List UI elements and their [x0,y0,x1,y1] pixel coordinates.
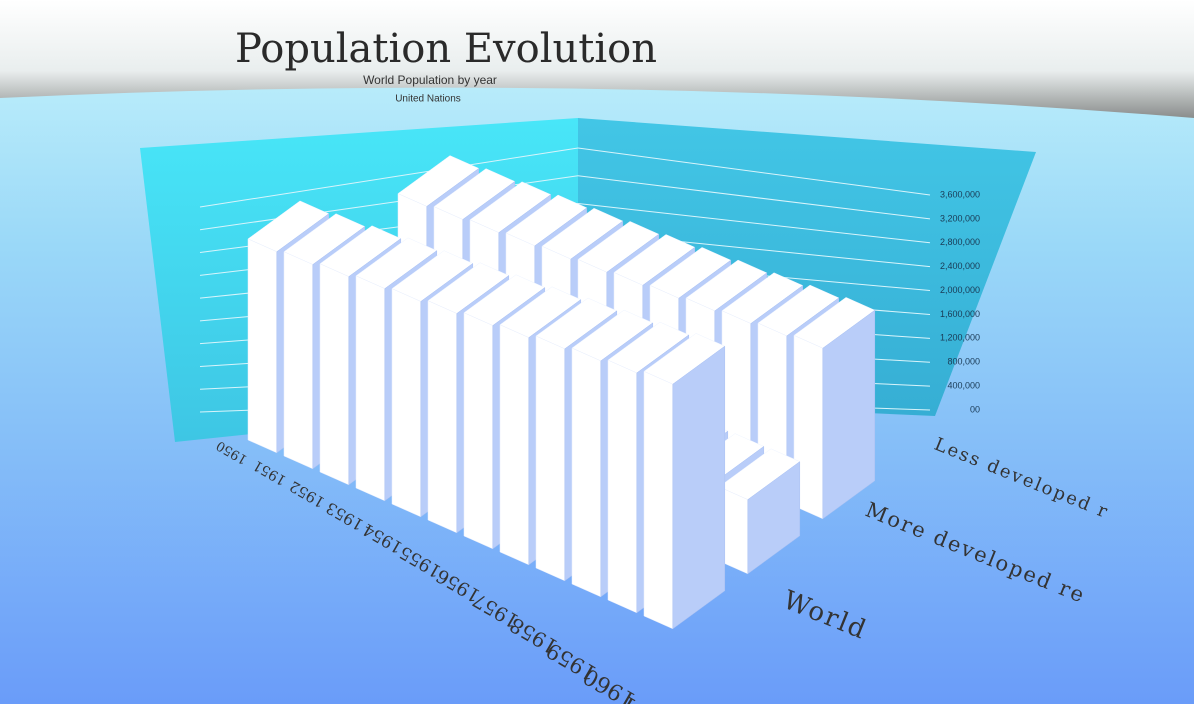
chart-source: United Nations [395,94,461,105]
y-tick-label: 2,400,000 [940,261,980,271]
bar-side [355,275,386,502]
y-tick-label: 2,800,000 [940,237,980,247]
bar [643,333,726,630]
grid-line [577,147,931,196]
bar-side [607,359,638,614]
grid-line [577,175,931,220]
bar-side [319,263,350,486]
bar-side [247,238,278,454]
bar-side [535,335,566,582]
y-tick-label: 400,000 [947,380,980,390]
y-tick-label: 1,600,000 [940,309,980,319]
bar [793,297,876,520]
grid-line [199,147,579,208]
bar-face [672,345,726,630]
chart-title: Population Evolution [235,26,657,72]
bar-face [822,309,876,520]
bar [718,448,801,575]
sky-band [0,0,1194,118]
y-tick-label: 3,200,000 [940,213,980,223]
y-tick-label: 00 [970,404,980,414]
y-tick-label: 2,000,000 [940,285,980,295]
bar-side [499,324,530,566]
bar-side [391,288,422,518]
bar-side [427,300,458,534]
bar-side [283,251,314,470]
bar-side [571,347,602,598]
bar-side [643,370,674,630]
y-tick-label: 3,600,000 [940,189,980,199]
bar-side [463,312,494,550]
bars [247,155,876,630]
y-tick-label: 1,200,000 [940,333,980,343]
bar-face [747,461,801,575]
y-tick-label: 800,000 [947,357,980,367]
chart-subtitle: World Population by year [363,73,497,87]
grid-line [577,203,931,244]
